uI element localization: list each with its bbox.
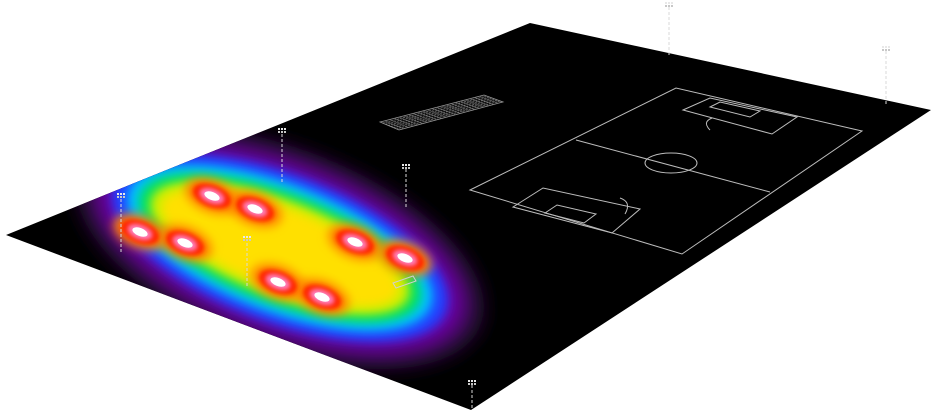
grandstand-column xyxy=(469,98,489,107)
hotspot-peak xyxy=(177,238,193,248)
grandstand-column xyxy=(460,100,480,109)
light-pole xyxy=(882,46,890,104)
penalty-arc-right xyxy=(706,117,713,131)
light-poles xyxy=(117,2,890,408)
hotspot-peak xyxy=(397,253,413,263)
grandstand-column xyxy=(465,99,485,108)
hotspot-peak xyxy=(247,204,263,214)
hotspot-peak xyxy=(314,292,330,302)
light-pole xyxy=(665,2,673,55)
hotspot-peak xyxy=(132,227,148,237)
grandstand-column xyxy=(408,114,428,123)
grandstand-column xyxy=(417,111,437,121)
grandstand-column xyxy=(450,103,470,112)
grandstand-grid xyxy=(378,94,505,131)
grandstand-column xyxy=(455,102,475,110)
grandstand-column xyxy=(446,104,466,113)
light-pole xyxy=(243,236,251,286)
floodlight-head xyxy=(882,46,890,51)
grandstand-column xyxy=(431,108,452,117)
floodlight-head xyxy=(117,193,125,198)
grandstand-column xyxy=(479,95,499,104)
grandstand-column xyxy=(389,119,409,128)
football-pitch-outline xyxy=(468,87,864,255)
hotspot-peak xyxy=(204,191,220,201)
grandstand-column xyxy=(394,118,414,127)
hotspot-peak xyxy=(270,277,286,287)
light-pole xyxy=(278,128,286,182)
light-pole xyxy=(402,164,410,207)
penalty-box-right xyxy=(681,97,799,135)
penalty-box-left xyxy=(511,187,642,234)
grandstand-column xyxy=(403,115,423,124)
grandstand-column xyxy=(398,116,419,126)
small-goal-marker xyxy=(392,275,417,289)
floodlight-head xyxy=(402,164,410,169)
grandstand-column xyxy=(436,107,456,115)
grandstand-column xyxy=(441,105,461,114)
penalty-arc-left xyxy=(619,197,629,215)
light-pole xyxy=(117,193,125,252)
grandstand-column xyxy=(412,113,433,122)
grandstand-column xyxy=(474,97,494,105)
floodlight-head xyxy=(278,128,286,133)
floodlight-head xyxy=(243,236,251,241)
goal-box-right xyxy=(708,101,762,118)
floodlight-head xyxy=(468,380,476,385)
heatmap-band xyxy=(161,189,399,307)
grandstand-column xyxy=(384,120,404,129)
pitch-centre-circle xyxy=(644,152,698,174)
goal-box-left xyxy=(543,204,598,224)
grandstand-column xyxy=(422,110,442,119)
floodlight-head xyxy=(665,2,673,7)
grandstand-column xyxy=(427,109,447,118)
pitch-halfway-line xyxy=(575,139,771,193)
hotspot-peak xyxy=(347,237,363,247)
light-pole xyxy=(468,380,476,408)
